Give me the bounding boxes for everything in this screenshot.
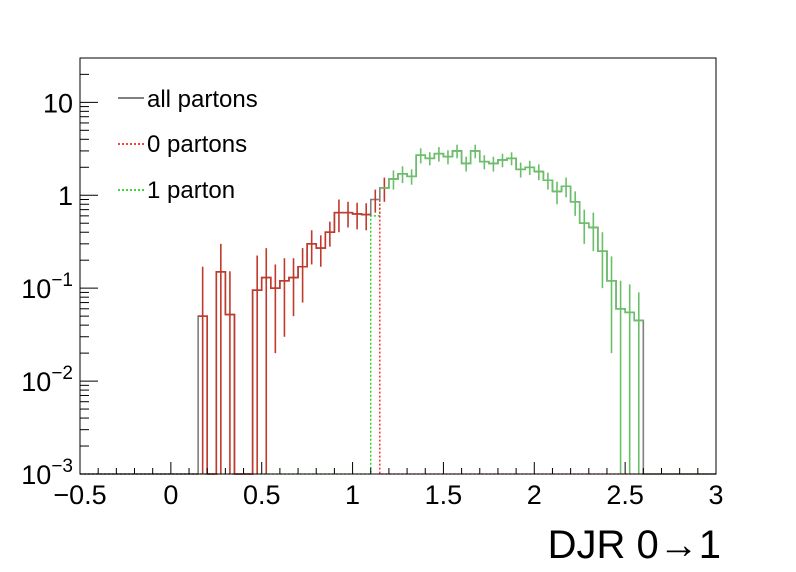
- y-tick-label: 1: [58, 181, 73, 211]
- x-tick-label: 3: [708, 480, 723, 510]
- x-tick-label: 0: [163, 480, 178, 510]
- axis-ticks: [79, 57, 717, 475]
- legend-label-all-partons: all partons: [147, 86, 258, 113]
- y-tick-label: 10−2: [21, 363, 73, 397]
- plot-frame: [79, 57, 717, 475]
- high-region-overlay: [379, 150, 644, 322]
- plot-content: [80, 144, 716, 475]
- low-region-overlay: [198, 211, 371, 475]
- x-tick-label: 1.5: [425, 480, 463, 510]
- y-tick-label: 10: [43, 88, 73, 118]
- y-tick-labels: 10−3 10−2 10−1 1 10: [21, 88, 73, 490]
- x-tick-label: 2: [527, 480, 542, 510]
- x-tick-labels: −0.5 0 0.5 1 1.5 2 2.5 3: [53, 480, 723, 510]
- y-tick-label: 10−1: [21, 270, 73, 304]
- legend: all partons 0 partons 1 parton: [118, 86, 258, 204]
- x-tick-label: 1: [345, 480, 360, 510]
- y-tick-label: 10−3: [21, 456, 73, 490]
- legend-label-1-parton: 1 parton: [147, 177, 235, 204]
- legend-label-0-partons: 0 partons: [147, 131, 247, 158]
- x-axis-label: DJR 0→1: [548, 523, 721, 567]
- x-tick-label: −0.5: [53, 480, 106, 510]
- x-tick-label: 0.5: [243, 480, 281, 510]
- x-tick-label: 2.5: [606, 480, 644, 510]
